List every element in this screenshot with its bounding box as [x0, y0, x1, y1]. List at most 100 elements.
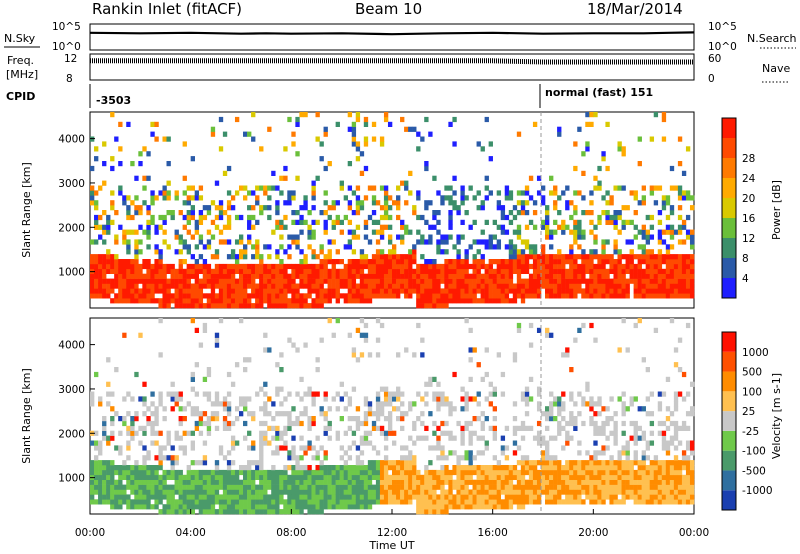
data-cell: [259, 465, 264, 471]
data-cell: [379, 278, 385, 284]
data-cell: [347, 161, 353, 167]
data-cell: [255, 239, 260, 245]
data-cell: [279, 352, 284, 358]
data-cell: [432, 445, 437, 451]
data-cell: [589, 420, 594, 427]
data-cell: [371, 445, 377, 451]
data-cell: [545, 484, 550, 490]
data-cell: [492, 430, 497, 436]
data-cell: [267, 440, 272, 446]
data-cell: [460, 489, 465, 495]
data-cell: [110, 298, 115, 304]
data-cell: [492, 435, 497, 441]
data-cell: [283, 445, 288, 451]
data-cell: [279, 283, 284, 289]
data-cell: [540, 273, 546, 279]
data-cell: [267, 484, 272, 490]
data-cell: [565, 469, 570, 476]
data-cell: [480, 474, 485, 480]
data-cell: [553, 460, 558, 466]
data-cell: [637, 489, 642, 495]
data-cell: [540, 465, 546, 471]
data-cell: [146, 455, 151, 461]
data-cell: [629, 268, 634, 274]
data-cell: [387, 489, 393, 495]
data-cell: [347, 259, 353, 265]
colorbar-segment: [722, 278, 736, 298]
data-cell: [480, 435, 485, 441]
data-cell: [351, 288, 357, 294]
data-cell: [222, 484, 228, 490]
data-cell: [500, 224, 506, 230]
data-cell: [247, 509, 252, 515]
data-cell: [90, 200, 95, 206]
data-cell: [436, 273, 441, 279]
data-cell: [589, 229, 594, 235]
data-cell: [577, 283, 582, 289]
data-cell: [327, 205, 332, 211]
data-cell: [323, 474, 328, 480]
data-cell: [653, 474, 659, 480]
colorbar-tick: 12: [742, 233, 755, 245]
data-cell: [496, 489, 502, 495]
data-cell: [154, 121, 159, 127]
data-cell: [456, 499, 461, 505]
data-cell: [565, 474, 570, 480]
data-cell: [677, 259, 683, 265]
data-cell: [363, 499, 369, 505]
data-cell: [436, 283, 441, 289]
data-cell: [379, 430, 385, 436]
data-cell: [585, 474, 590, 480]
data-cell: [605, 445, 610, 451]
data-cell: [472, 484, 477, 490]
data-cell: [557, 263, 562, 270]
data-cell: [214, 205, 220, 211]
data-cell: [295, 455, 300, 461]
data-cell: [319, 249, 324, 255]
data-cell: [339, 293, 344, 299]
data-cell: [565, 435, 570, 441]
data-cell: [488, 268, 493, 274]
data-cell: [464, 489, 469, 495]
data-cell: [190, 489, 195, 495]
data-cell: [524, 391, 530, 397]
data-cell: [379, 268, 385, 274]
data-cell: [383, 499, 389, 505]
data-cell: [565, 440, 570, 446]
data-cell: [549, 254, 554, 260]
data-cell: [689, 484, 695, 490]
data-cell: [685, 499, 691, 505]
data-cell: [629, 263, 634, 270]
data-cell: [685, 288, 691, 294]
data-cell: [649, 224, 655, 230]
data-cell: [122, 239, 127, 245]
data-cell: [359, 352, 365, 358]
data-cell: [512, 440, 518, 446]
data-cell: [327, 293, 332, 299]
data-cell: [371, 288, 377, 294]
data-cell: [243, 273, 248, 279]
data-cell: [347, 474, 353, 480]
data-cell: [412, 259, 417, 265]
data-cell: [303, 283, 308, 289]
data-cell: [665, 293, 671, 299]
data-cell: [347, 112, 353, 118]
data-cell: [226, 509, 232, 515]
data-cell: [154, 244, 159, 250]
data-cell: [319, 303, 324, 309]
data-cell: [464, 268, 469, 274]
data-cell: [158, 278, 163, 284]
data-cell: [673, 494, 679, 500]
data-cell: [291, 479, 296, 485]
data-cell: [343, 499, 349, 505]
data-cell: [532, 283, 538, 289]
data-cell: [605, 190, 610, 196]
data-cell: [94, 293, 99, 299]
data-cell: [545, 469, 550, 476]
data-cell: [126, 504, 131, 510]
data-cell: [218, 205, 224, 211]
data-cell: [448, 259, 453, 265]
data-cell: [319, 259, 324, 265]
data-cell: [641, 244, 646, 250]
data-cell: [516, 489, 522, 495]
